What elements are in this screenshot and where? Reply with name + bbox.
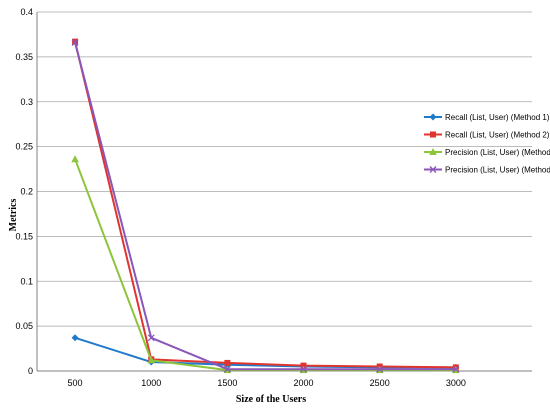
legend-item: Precision (List, User) (Method 2)	[424, 166, 550, 175]
series-4	[71, 39, 460, 373]
data-point	[71, 155, 79, 163]
y-tick-label: 0.15	[15, 231, 33, 241]
x-tick-label: 3000	[446, 378, 466, 388]
series-line	[74, 41, 456, 369]
legend-marker	[429, 166, 437, 173]
series-3	[71, 155, 460, 374]
y-tick-label: 0.4	[20, 7, 33, 17]
y-tick-label: 0	[28, 366, 33, 376]
legend-label: Precision (List, User) (Method 1)	[445, 148, 550, 157]
data-point	[71, 334, 79, 342]
x-axis-title: Size of the Users	[236, 394, 306, 405]
legend-label: Recall (List, User) (Method 1)	[445, 113, 550, 122]
y-tick-label: 0.35	[15, 52, 33, 62]
x-tick-label: 2500	[370, 378, 390, 388]
y-axis-title: Metrics	[8, 199, 19, 232]
legend: Recall (List, User) (Method 1) Recall (Li…	[424, 113, 550, 175]
data-point	[300, 365, 307, 373]
y-tick-label: 0.05	[15, 321, 33, 331]
y-tick-label: 0.25	[15, 142, 33, 152]
legend-marker	[429, 113, 437, 121]
data-point	[224, 359, 231, 366]
x-tick-label: 1500	[217, 378, 237, 388]
legend-label: Precision (List, User) (Method 2)	[445, 166, 550, 175]
data-point	[452, 365, 460, 373]
data-point	[376, 365, 384, 373]
data-point	[300, 362, 307, 369]
x-tick-label: 500	[68, 378, 83, 388]
legend-item: Recall (List, User) (Method 2)	[424, 131, 550, 140]
legend-label: Recall (List, User) (Method 2)	[445, 131, 550, 140]
series-group	[71, 38, 460, 374]
y-axis-ticks: 0 0.05 0.1 0.15 0.2 0.25 0.3 0.35 0.4	[15, 7, 33, 376]
legend-item: Recall (List, User) (Method 1)	[424, 113, 550, 122]
data-point	[71, 39, 79, 46]
x-tick-label: 1000	[141, 378, 161, 388]
y-tick-label: 0.3	[20, 97, 33, 107]
series-1	[71, 334, 460, 371]
series-2	[72, 38, 459, 371]
legend-marker	[430, 131, 436, 138]
data-point	[223, 365, 231, 373]
data-point	[147, 356, 156, 364]
legend-item: Precision (List, User) (Method 1)	[424, 148, 550, 157]
x-tick-label: 2000	[294, 378, 314, 388]
series-line	[74, 336, 456, 369]
series-line	[74, 42, 456, 371]
x-axis-ticks: 500 1000 1500 2000 2500 3000	[68, 378, 466, 388]
data-point	[147, 334, 155, 342]
y-tick-label: 0.1	[20, 276, 33, 286]
legend-marker	[429, 148, 437, 155]
y-tick-label: 0.2	[20, 187, 33, 197]
grid	[37, 11, 532, 372]
